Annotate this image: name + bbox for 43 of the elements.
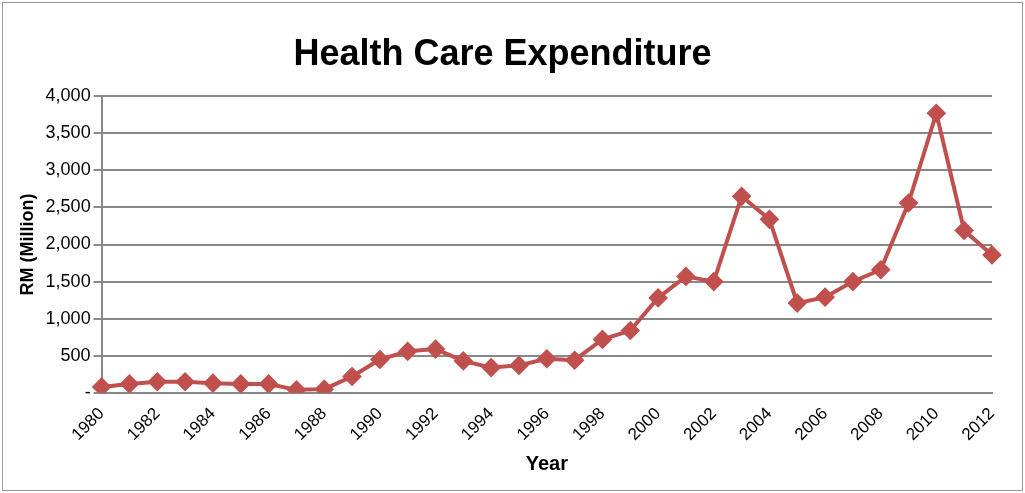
point — [843, 272, 862, 291]
y-tick-label: 1,500 — [45, 270, 91, 291]
y-tick-label: 2,500 — [45, 196, 91, 217]
y-tick-label: 500 — [60, 344, 91, 365]
point — [649, 288, 668, 307]
point — [565, 351, 584, 370]
point — [482, 358, 501, 377]
point — [760, 210, 779, 229]
point — [370, 350, 389, 369]
point — [120, 374, 139, 393]
y-tick-label: 3,500 — [45, 122, 91, 143]
point — [899, 193, 918, 212]
point — [148, 372, 167, 391]
point — [92, 377, 111, 393]
y-tick-label: 1,000 — [45, 307, 91, 328]
y-tick-label: 2,000 — [45, 233, 91, 254]
point — [927, 104, 946, 123]
point — [259, 374, 278, 393]
point — [955, 221, 974, 240]
point — [176, 372, 195, 391]
point — [398, 342, 417, 361]
point — [732, 187, 751, 206]
point — [816, 288, 835, 307]
point — [426, 340, 445, 359]
point — [676, 267, 695, 286]
point — [983, 245, 1001, 264]
point — [203, 374, 222, 393]
point — [593, 330, 612, 349]
point — [704, 272, 723, 291]
y-axis-title: RM (Million) — [16, 193, 37, 296]
y-tick-label: 3,000 — [45, 159, 91, 180]
chart-title: Health Care Expenditure — [293, 31, 712, 73]
point — [537, 349, 556, 368]
y-tick-label: 4,000 — [45, 85, 91, 106]
point — [343, 367, 362, 386]
point — [454, 351, 473, 370]
point — [788, 294, 807, 313]
point — [231, 374, 250, 393]
point — [871, 260, 890, 279]
y-tick-label: - — [84, 381, 91, 402]
point — [621, 321, 640, 340]
point — [510, 356, 528, 375]
x-axis-title: Year — [525, 451, 569, 474]
